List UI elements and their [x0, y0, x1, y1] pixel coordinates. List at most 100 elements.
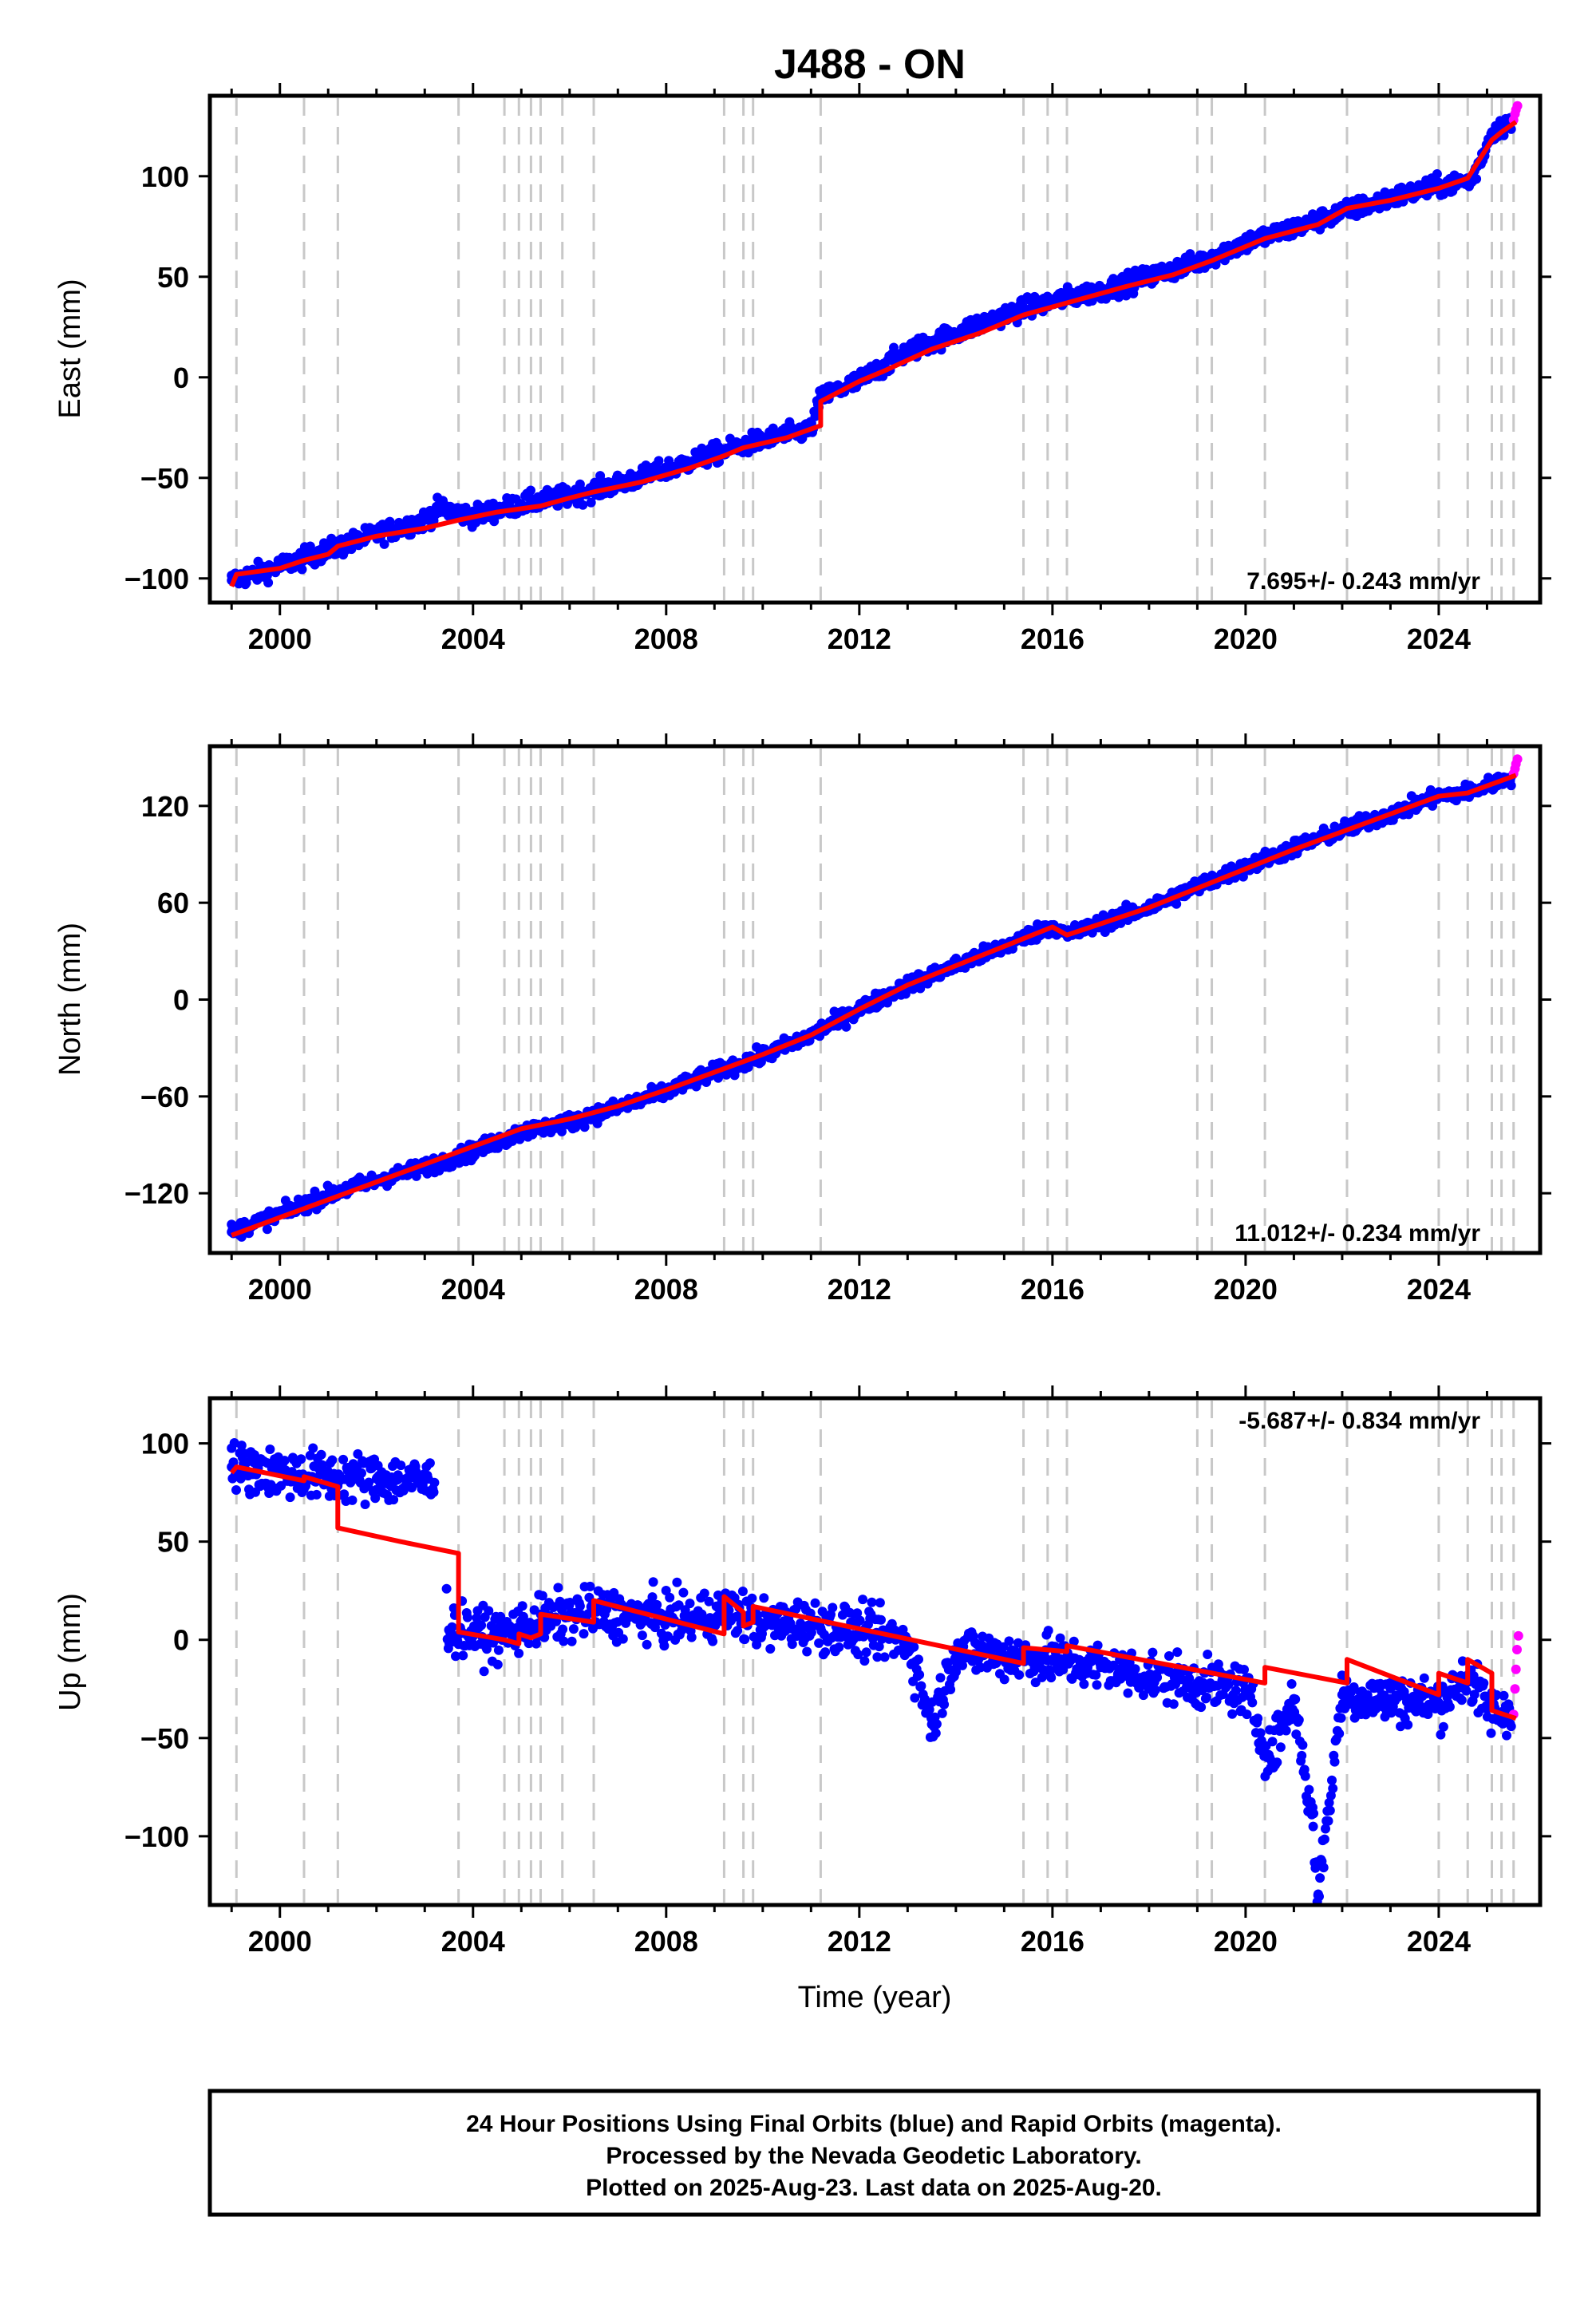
final-orbit-point [1419, 1673, 1429, 1683]
final-orbit-point [559, 1636, 569, 1646]
final-orbit-point [579, 1629, 589, 1639]
y-tick-label: 0 [173, 1624, 189, 1657]
final-orbit-point [420, 515, 430, 525]
final-orbit-point [609, 1587, 619, 1598]
final-orbit-point [1281, 1725, 1291, 1736]
final-orbit-point [1432, 169, 1442, 179]
x-tick-label: 2004 [441, 1273, 505, 1306]
up-rapid-points [1508, 1630, 1523, 1720]
final-orbit-point [1185, 249, 1195, 259]
final-orbit-point [828, 1603, 838, 1613]
final-orbit-point [806, 1619, 816, 1629]
final-orbit-point [441, 1583, 452, 1594]
north-model-line [231, 773, 1517, 1238]
final-orbit-point [852, 1608, 863, 1618]
final-orbit-point [462, 1612, 472, 1622]
final-orbit-point [1444, 1701, 1455, 1712]
final-orbit-point [364, 1477, 374, 1488]
final-orbit-point [1327, 1775, 1337, 1785]
rapid-orbit-point [1512, 101, 1523, 111]
final-orbit-point [814, 1638, 824, 1648]
final-orbit-point [479, 1666, 489, 1677]
final-orbit-point [396, 1460, 406, 1471]
final-orbit-point [476, 1620, 487, 1630]
final-orbit-point [297, 564, 307, 575]
final-orbit-point [665, 1592, 675, 1603]
final-orbit-point [909, 1642, 919, 1652]
final-orbit-point [1286, 1679, 1297, 1689]
final-orbit-point [1313, 1890, 1323, 1900]
final-orbit-point [1253, 1713, 1263, 1724]
final-orbit-point [841, 1022, 851, 1032]
final-orbit-point [555, 1596, 565, 1607]
final-orbit-point [263, 578, 274, 588]
final-orbit-point [685, 1599, 695, 1609]
final-orbit-point [231, 1485, 241, 1495]
final-orbit-point [565, 1598, 575, 1607]
rapid-orbit-point [1512, 1645, 1522, 1654]
final-orbit-point [747, 1593, 757, 1603]
final-orbit-point [1308, 1821, 1318, 1832]
final-orbit-point [1055, 1633, 1065, 1643]
x-tick-label: 2012 [828, 1273, 891, 1306]
final-orbit-point [1457, 1656, 1468, 1666]
final-orbit-point [1324, 1797, 1334, 1808]
final-orbit-point [308, 1443, 318, 1453]
y-tick-label: 100 [141, 1428, 189, 1460]
final-orbit-point [1272, 1757, 1282, 1768]
final-orbit-point [458, 1650, 468, 1661]
final-orbit-point [1227, 1709, 1238, 1719]
final-orbit-point [1047, 1654, 1057, 1665]
final-orbit-point [1456, 1695, 1467, 1705]
x-tick-label: 2020 [1214, 622, 1278, 655]
up-final-points [227, 1438, 1516, 1907]
final-orbit-point [1152, 1672, 1163, 1682]
x-tick-label: 2016 [1021, 1925, 1084, 1958]
final-orbit-point [429, 1477, 440, 1488]
final-orbit-point [958, 1660, 967, 1670]
final-orbit-point [353, 1448, 363, 1459]
final-orbit-point [752, 1639, 762, 1650]
final-orbit-point [647, 1592, 658, 1603]
final-orbit-point [915, 983, 926, 994]
x-tick-label: 2012 [828, 1925, 891, 1958]
x-tick-label: 2012 [828, 622, 891, 655]
footer-box: 24 Hour Positions Using Final Orbits (bl… [207, 2089, 1541, 2217]
x-tick-label: 2020 [1214, 1273, 1278, 1306]
x-tick-label: 2008 [634, 1273, 698, 1306]
final-orbit-point [305, 541, 315, 551]
final-orbit-point [1487, 127, 1497, 137]
final-orbit-point [1336, 1713, 1346, 1723]
final-orbit-point [659, 1641, 670, 1651]
final-orbit-point [1403, 1720, 1413, 1730]
final-orbit-point [1069, 1636, 1079, 1646]
y-tick-label: 50 [157, 261, 189, 294]
final-orbit-point [558, 1624, 568, 1634]
final-orbit-point [876, 1614, 886, 1625]
final-orbit-point [1108, 274, 1119, 284]
final-orbit-point [1047, 296, 1057, 306]
y-tick-label: −100 [124, 1820, 189, 1853]
final-orbit-point [323, 1472, 334, 1482]
final-orbit-point [1004, 1636, 1014, 1646]
final-orbit-point [1298, 1740, 1308, 1750]
up-y-ticks: −100 −50 0 50 100 [124, 1428, 1551, 1853]
final-orbit-point [493, 1645, 504, 1655]
final-orbit-point [557, 1126, 567, 1136]
final-orbit-point [1239, 1665, 1249, 1674]
final-orbit-point [999, 1674, 1009, 1685]
final-orbit-point [1079, 1679, 1089, 1690]
final-orbit-point [1506, 1721, 1516, 1732]
final-orbit-point [429, 1487, 439, 1497]
final-orbit-point [451, 1651, 460, 1662]
final-orbit-point [523, 1638, 534, 1649]
final-orbit-point [765, 1644, 776, 1654]
final-orbit-point [357, 1468, 366, 1478]
up-rate-label: -5.687+/- 0.834 mm/yr [1238, 1408, 1480, 1434]
final-orbit-point [262, 1224, 272, 1235]
final-orbit-point [1092, 1680, 1102, 1690]
final-orbit-point [678, 1587, 689, 1598]
up-frame [207, 1396, 1543, 1907]
